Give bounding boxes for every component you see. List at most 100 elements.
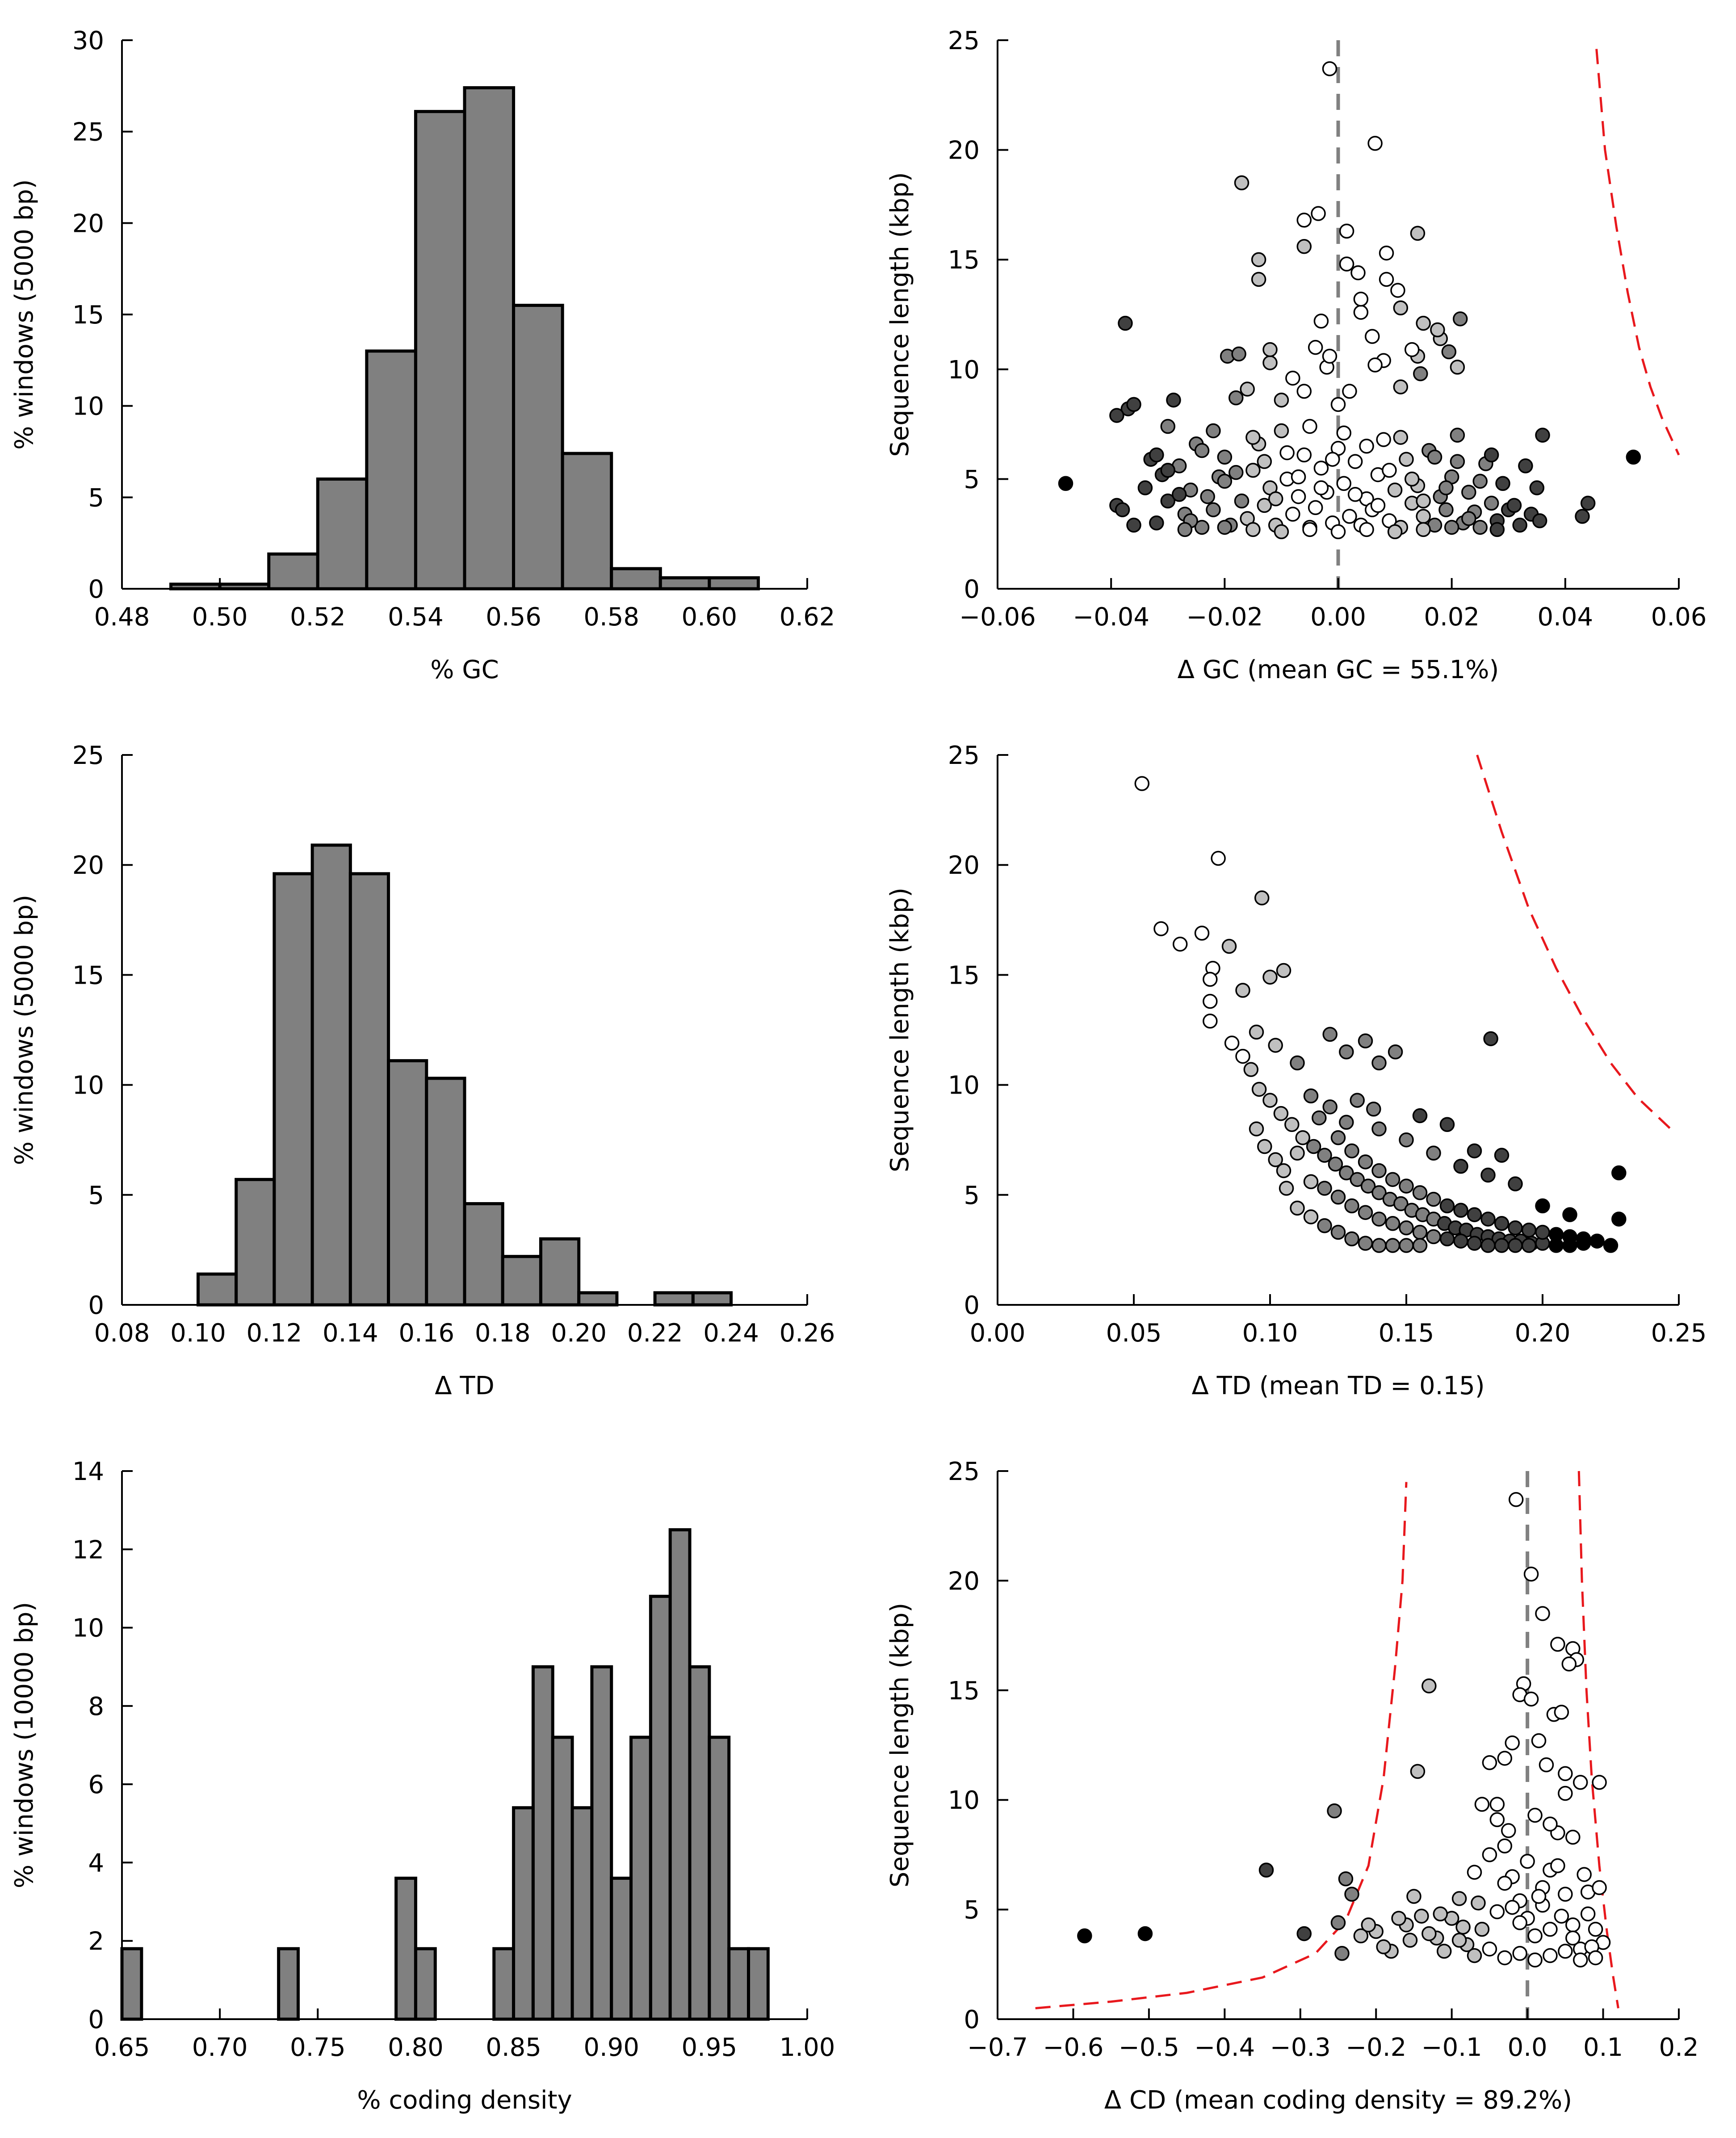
- cd-scatter-point: [1527, 1952, 1543, 1968]
- cd-scatter-point: [1422, 1678, 1437, 1694]
- td-hist-x-tick-label: 0.20: [551, 1319, 607, 1348]
- gc-hist-bar: [708, 576, 760, 591]
- cd-scatter-point: [1565, 1930, 1581, 1946]
- td-scatter-point: [1360, 1178, 1376, 1194]
- td-scatter-point: [1358, 1154, 1373, 1170]
- gc-scatter-point: [1580, 495, 1596, 511]
- gc-scatter-point: [1200, 489, 1215, 504]
- td-scatter-point: [1317, 1181, 1332, 1196]
- gc-scatter-point: [1404, 471, 1420, 487]
- cd-scatter-point: [1414, 1908, 1429, 1924]
- gc-scatter-point: [1245, 522, 1261, 537]
- gc-scatter-point: [1229, 465, 1244, 480]
- td-scatter-point: [1328, 1157, 1343, 1172]
- td-scatter-x-tick-label: 0.20: [1515, 1319, 1571, 1348]
- td-scatter-point: [1330, 1224, 1346, 1240]
- gc-scatter-point: [1206, 423, 1221, 439]
- td-scatter-point: [1262, 1093, 1278, 1108]
- gc-scatter-point: [1347, 454, 1363, 469]
- td-scatter-point: [1412, 1238, 1428, 1253]
- gc-scatter-point: [1296, 213, 1312, 228]
- gc-scatter-point: [1430, 322, 1445, 338]
- cd-scatter-point: [1554, 1908, 1569, 1924]
- gc-hist-x-tick-label: 0.60: [682, 603, 738, 632]
- td-scatter-point: [1235, 1048, 1250, 1064]
- td-scatter-point: [1235, 983, 1250, 998]
- td-scatter-point: [1284, 1117, 1300, 1132]
- gc-scatter-point: [1390, 283, 1405, 298]
- cd-scatter-point: [1402, 1933, 1418, 1948]
- cd-scatter-point: [1523, 1691, 1539, 1707]
- td-scatter-point: [1290, 1055, 1305, 1071]
- gc-scatter-point: [1336, 425, 1351, 440]
- td-scatter-point: [1251, 1082, 1267, 1097]
- cd-scatter-x-tick-label: −0.7: [967, 2033, 1028, 2062]
- gc-scatter-point: [1518, 458, 1533, 474]
- cd-scatter-y-tick-label: 15: [948, 1677, 980, 1706]
- cd-hist-bar: [649, 1594, 672, 2021]
- td-hist-bar: [501, 1255, 542, 1307]
- td-scatter-point: [1366, 1102, 1381, 1117]
- gc-scatter-point: [1302, 522, 1317, 537]
- gc-scatter-point: [1484, 495, 1499, 511]
- cd-hist-y-axis-label: % windows (10000 bp): [10, 1602, 39, 1888]
- gc-scatter-point: [1438, 502, 1454, 517]
- gc-scatter-point: [1575, 509, 1590, 524]
- cd-scatter-point: [1338, 1871, 1354, 1886]
- td-scatter-point: [1453, 1233, 1468, 1249]
- gc-scatter-point: [1379, 272, 1394, 287]
- td-scatter-point: [1439, 1117, 1455, 1132]
- td-scatter-point: [1276, 963, 1292, 978]
- td-scatter-point: [1467, 1236, 1482, 1251]
- td-scatter-point: [1306, 1139, 1321, 1154]
- gc-scatter-point: [1126, 397, 1141, 412]
- td-scatter-point: [1262, 969, 1278, 985]
- gc-scatter-point: [1234, 175, 1250, 191]
- gc-scatter-point: [1285, 370, 1300, 386]
- gc-hist-y-tick-label: 20: [72, 209, 104, 238]
- td-hist-bar: [463, 1202, 504, 1307]
- cd-scatter-point: [1558, 1786, 1573, 1801]
- cd-scatter-point: [1572, 1775, 1588, 1790]
- gc-scatter-point: [1296, 447, 1312, 463]
- gc-scatter-point: [1217, 520, 1233, 535]
- gc-scatter-point: [1313, 313, 1329, 329]
- gc-hist-y-tick-label: 25: [72, 118, 104, 147]
- gc-scatter-point: [1229, 390, 1244, 406]
- cd-scatter-point: [1296, 1926, 1312, 1941]
- cd-scatter-boundary-curve: [1577, 1471, 1619, 2008]
- td-scatter-point: [1494, 1216, 1510, 1231]
- cd-scatter-y-tick-label: 25: [948, 1457, 980, 1486]
- gc-scatter-boundary-curve: [1595, 49, 1680, 456]
- cd-scatter-point: [1572, 1952, 1588, 1968]
- gc-hist-x-tick-label: 0.58: [583, 603, 639, 632]
- gc-scatter-point: [1438, 480, 1454, 495]
- cd-scatter-y-tick-label: 5: [964, 1896, 980, 1925]
- gc-scatter-point: [1382, 463, 1397, 478]
- gc-scatter-y-tick-label: 15: [948, 246, 980, 275]
- td-scatter-point: [1453, 1203, 1468, 1218]
- td-scatter-point: [1211, 851, 1226, 866]
- td-scatter-point: [1303, 1088, 1319, 1103]
- td-scatter-point: [1203, 1014, 1218, 1029]
- cd-scatter-point: [1527, 1807, 1543, 1823]
- gc-scatter-point: [1387, 482, 1403, 498]
- gc-hist-bar: [561, 452, 613, 591]
- gc-scatter-point: [1461, 511, 1476, 526]
- td-hist-y-tick-label: 20: [72, 851, 104, 880]
- cd-scatter-boundary-curve: [1035, 1482, 1408, 2009]
- td-scatter-point: [1371, 1121, 1387, 1136]
- td-scatter-point: [1521, 1222, 1537, 1238]
- td-scatter-point: [1194, 926, 1210, 941]
- cd-scatter-x-tick-label: −0.6: [1043, 2033, 1103, 2062]
- cd-scatter-point: [1467, 1948, 1482, 1963]
- cd-scatter-point: [1482, 1847, 1497, 1862]
- gc-scatter-point: [1367, 136, 1383, 151]
- cd-hist-x-tick-label: 0.90: [583, 2033, 639, 2062]
- cd-hist-bar: [727, 1947, 751, 2021]
- cd-hist-x-tick-label: 0.75: [290, 2033, 346, 2062]
- cd-scatter-point: [1330, 1915, 1346, 1930]
- cd-hist-x-tick-label: 0.70: [192, 2033, 248, 2062]
- gc-hist-y-tick-label: 0: [88, 575, 104, 604]
- td-scatter-point: [1483, 1031, 1498, 1046]
